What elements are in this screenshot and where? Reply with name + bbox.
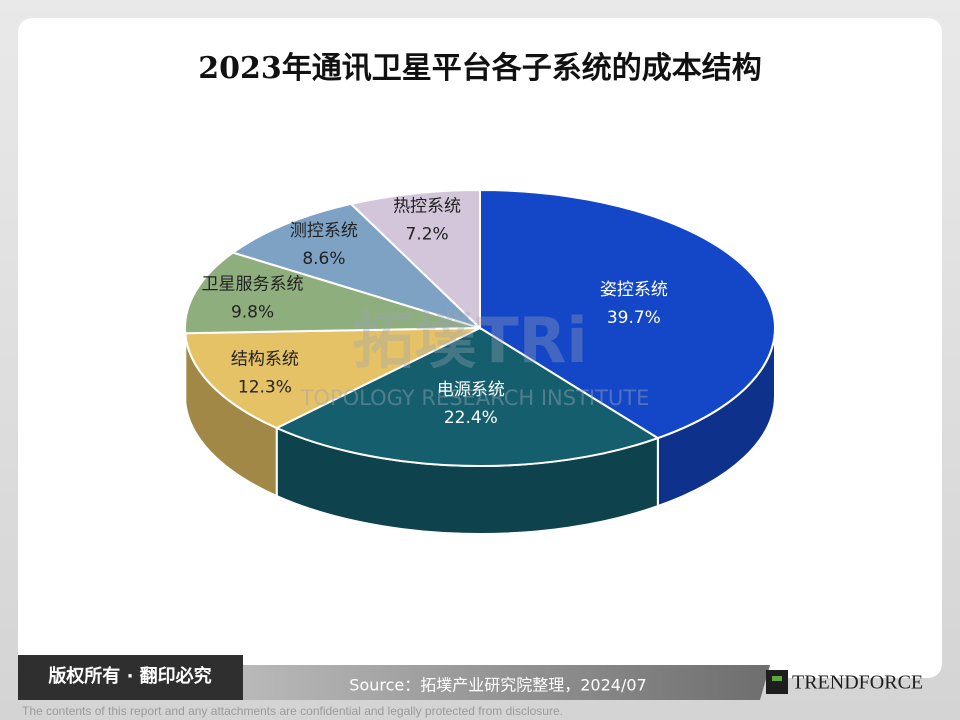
slice-label: 姿控系统 — [600, 280, 668, 300]
disclaimer: The contents of this report and any atta… — [22, 704, 563, 718]
watermark: 拓墣TRi — [352, 304, 587, 377]
value-label: 7.2% — [405, 224, 448, 244]
slice-label: 热控系统 — [393, 196, 461, 216]
slice — [274, 326, 661, 467]
slice-label: 结构系统 — [231, 349, 299, 369]
copyright-bar — [18, 655, 243, 700]
logo-mark — [766, 670, 788, 694]
value-label: 9.8% — [231, 303, 274, 323]
pie — [184, 188, 776, 535]
value-label: 8.6% — [302, 249, 345, 269]
source-bar — [243, 665, 770, 700]
slice — [349, 188, 481, 331]
value-label: 22.4% — [444, 408, 498, 428]
slice — [184, 327, 481, 430]
logo: TRENDFORCE — [792, 672, 923, 694]
watermark-sub: TOPOLOGY RESEARCH INSTITUTE — [300, 386, 650, 410]
slice-label: 卫星服务系统 — [202, 275, 304, 295]
source: Source：拓墣产业研究院整理，2024/07 — [349, 676, 646, 695]
chart-title: 2023年通讯卫星平台各子系统的成本结构 — [198, 51, 762, 86]
slice — [479, 188, 776, 440]
value-label: 12.3% — [238, 377, 292, 397]
labels: 姿控系统 39.7% 电源系统 22.4% 结构系统 12.3% 卫星服务系统 9.8% 测控系… — [202, 196, 668, 427]
slice-label: 测控系统 — [290, 221, 358, 241]
logo-mark-accent — [772, 676, 782, 681]
copyright: 版权所有 · 翻印必究 — [48, 665, 211, 687]
slice-label: 电源系统 — [437, 380, 505, 400]
value-label: 39.7% — [607, 308, 661, 328]
slice — [230, 202, 481, 329]
slice — [184, 251, 481, 335]
